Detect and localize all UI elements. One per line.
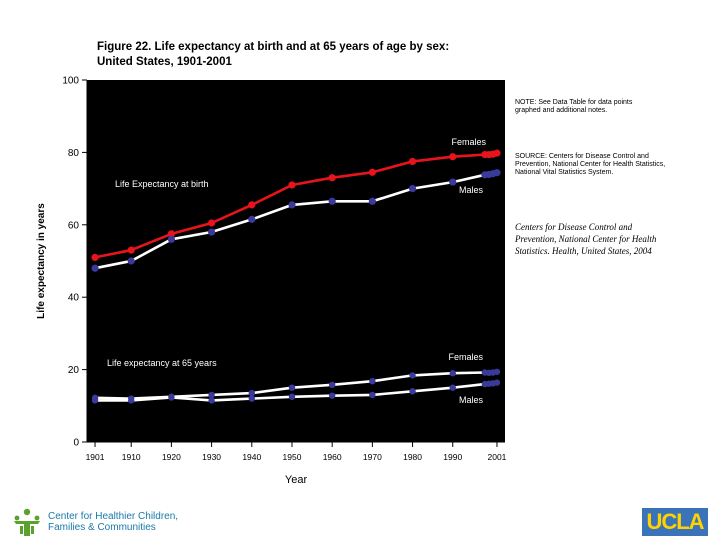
- data-point-females-at-65-years: [248, 389, 255, 397]
- data-point-females-at-birth: [127, 246, 135, 254]
- y-tick-label: 80: [68, 148, 80, 159]
- annotation-males-65: Males: [459, 395, 484, 405]
- y-tick-label: 20: [68, 365, 80, 376]
- annotation-females-65: Females: [448, 352, 483, 362]
- x-tick-label: 1901: [86, 452, 105, 462]
- x-axis-label: Year: [285, 474, 308, 486]
- ucla-logo: UCLA: [642, 508, 708, 536]
- data-point-males-at-65-years: [248, 395, 255, 402]
- chart-title-line2: United States, 1901-2001: [97, 56, 232, 68]
- data-point-males-at-birth: [288, 201, 296, 209]
- data-point-females-at-birth: [449, 153, 457, 161]
- data-point-males-at-65-years: [328, 392, 336, 399]
- data-point-males-at-65-years: [449, 384, 456, 391]
- data-point-females-at-65-years: [449, 370, 456, 377]
- data-point-males-at-birth: [127, 257, 135, 265]
- organization-name: Center for Healthier Children, Families …: [48, 511, 178, 533]
- x-tick-label: 1910: [122, 452, 141, 462]
- annotation-at-birth: Life Expectancy at birth: [115, 179, 209, 189]
- data-point-males-at-65-years: [91, 397, 99, 404]
- x-tick-label: 1960: [323, 452, 342, 462]
- data-point-males-at-65-years: [409, 388, 416, 395]
- plot-area: [87, 80, 505, 442]
- data-point-males-at-birth: [207, 228, 216, 236]
- x-tick-label: 1950: [283, 452, 302, 462]
- data-point-females-at-65-years: [493, 368, 501, 375]
- data-point-females-at-birth: [288, 181, 296, 189]
- data-point-females-at-birth: [207, 219, 216, 227]
- data-point-females-at-birth: [493, 149, 501, 157]
- organization-name-line1: Center for Healthier Children,: [48, 511, 179, 522]
- data-point-females-at-65-years: [208, 391, 215, 399]
- data-point-males-at-65-years: [369, 391, 376, 399]
- x-tick-label: 1940: [242, 452, 261, 462]
- y-tick-label: 60: [68, 220, 80, 231]
- y-tick-label: 0: [73, 438, 79, 449]
- x-tick-label: 2001: [488, 452, 507, 462]
- data-point-females-at-65-years: [288, 384, 296, 391]
- annotation-females-birth: Females: [451, 137, 486, 147]
- chart-title: Figure 22. Life expectancy at birth and …: [97, 40, 449, 70]
- data-point-females-at-birth: [167, 230, 176, 238]
- data-point-females-at-birth: [368, 168, 376, 176]
- x-tick-label: 1930: [202, 452, 221, 462]
- y-axis-label: Life expectancy in years: [36, 203, 47, 319]
- data-point-males-at-65-years: [168, 394, 175, 401]
- data-point-males-at-birth: [408, 185, 417, 193]
- data-point-males-at-65-years: [128, 397, 135, 404]
- x-tick-label: 1920: [162, 452, 181, 462]
- data-point-females-at-65-years: [369, 377, 376, 385]
- data-point-females-at-birth: [248, 201, 256, 209]
- data-point-males-at-birth: [248, 215, 256, 223]
- data-point-females-at-65-years: [409, 372, 416, 379]
- organization-name-line2: Families & Communities: [48, 522, 156, 533]
- data-point-males-at-birth: [328, 197, 336, 205]
- data-point-males-at-birth: [91, 264, 99, 272]
- x-tick-label: 1980: [403, 452, 422, 462]
- data-point-males-at-birth: [449, 178, 457, 186]
- data-point-males-at-birth: [493, 169, 501, 177]
- data-point-males-at-65-years: [288, 393, 296, 400]
- data-point-females-at-65-years: [328, 381, 336, 389]
- y-tick-label: 100: [62, 76, 79, 87]
- data-point-males-at-65-years: [493, 379, 501, 386]
- annotation-males-birth: Males: [459, 185, 484, 195]
- citation-note: Centers for Disease Control and Preventi…: [515, 222, 657, 256]
- data-table-note: NOTE: See Data Table for data points gra…: [515, 99, 633, 114]
- source-note: SOURCE: Centers for Disease Control and …: [515, 153, 666, 176]
- x-tick-label: 1970: [363, 452, 382, 462]
- data-point-females-at-birth: [91, 253, 99, 261]
- data-point-males-at-65-years: [208, 397, 215, 404]
- data-point-males-at-birth: [368, 197, 376, 205]
- family-figure-logo-icon: [12, 507, 42, 542]
- x-tick-label: 1990: [443, 452, 462, 462]
- data-point-females-at-birth: [408, 157, 417, 166]
- data-point-males-at-birth: [167, 235, 176, 243]
- annotation-at-65: Life expectancy at 65 years: [107, 358, 217, 368]
- y-tick-label: 40: [68, 293, 80, 304]
- chart-title-line1: Figure 22. Life expectancy at birth and …: [97, 41, 450, 53]
- data-point-females-at-birth: [328, 174, 336, 182]
